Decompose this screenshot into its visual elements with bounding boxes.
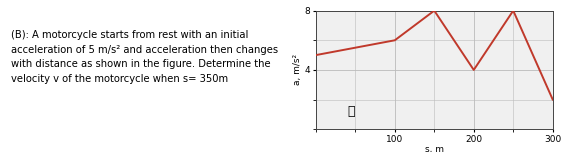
Text: 🏍: 🏍 bbox=[347, 105, 355, 118]
X-axis label: s, m: s, m bbox=[425, 145, 444, 152]
Text: (B): A motorcycle starts from rest with an initial
acceleration of 5 m/s² and ac: (B): A motorcycle starts from rest with … bbox=[11, 30, 279, 84]
Y-axis label: a, m/s²: a, m/s² bbox=[293, 54, 302, 85]
